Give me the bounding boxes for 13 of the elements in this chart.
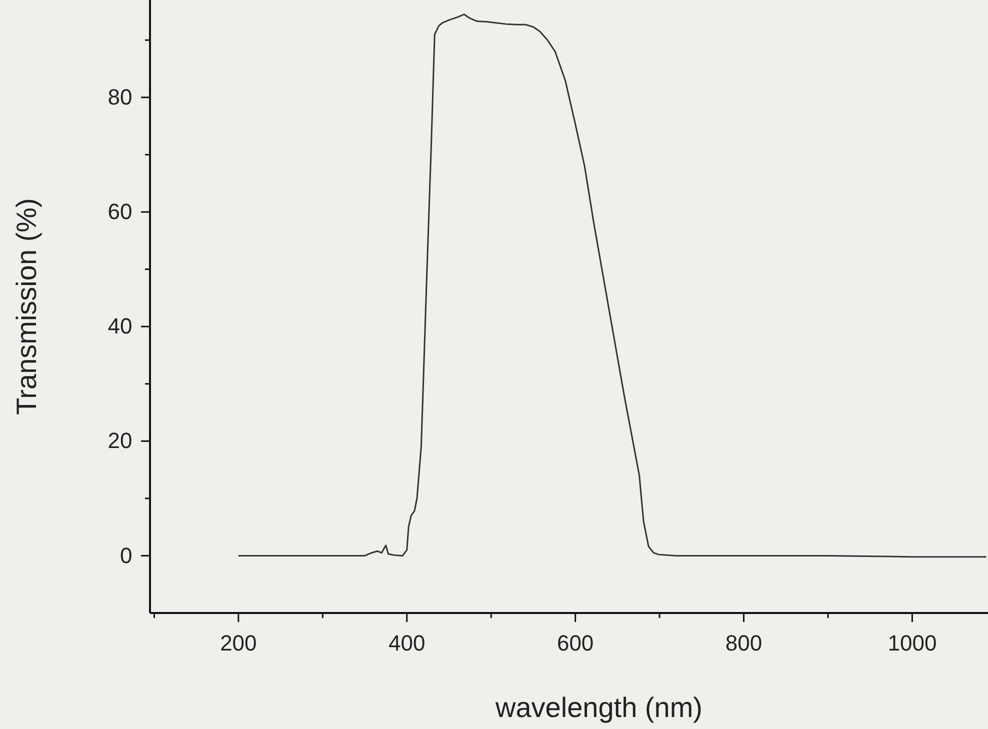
x-tick-label: 800 xyxy=(725,630,762,656)
x-tick-label: 1000 xyxy=(888,630,937,656)
y-tick-label: 0 xyxy=(120,542,132,568)
y-tick-label: 20 xyxy=(108,428,132,454)
y-axis-title: Transmission (%) xyxy=(11,198,42,415)
y-tick-label: 80 xyxy=(108,84,132,110)
x-axis-title: wavelength (nm) xyxy=(494,692,702,723)
x-tick-label: 200 xyxy=(220,630,257,656)
x-tick-label: 400 xyxy=(388,630,426,656)
x-tick-label: 600 xyxy=(556,630,594,656)
y-tick-label: 60 xyxy=(108,199,132,224)
line-series xyxy=(238,14,988,558)
y-tick-label: 40 xyxy=(108,314,132,339)
